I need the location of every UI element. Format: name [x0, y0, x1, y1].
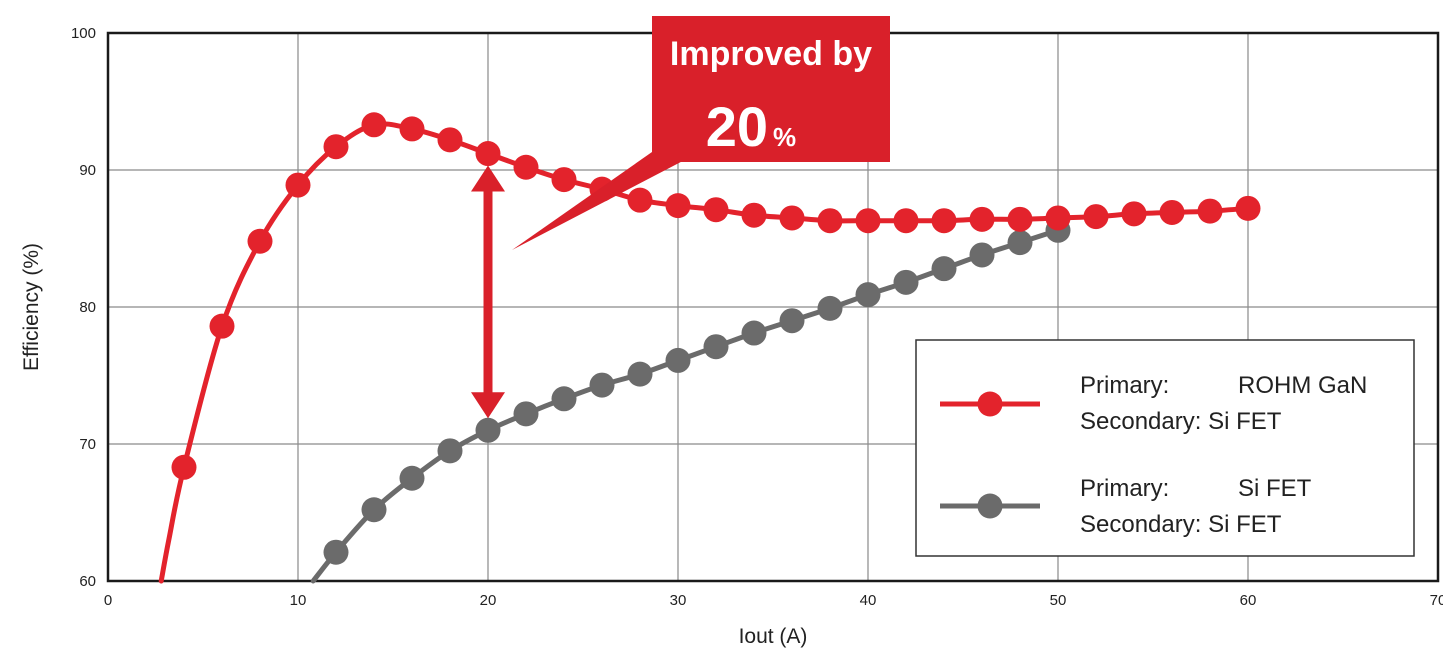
data-point: [779, 205, 805, 231]
y-tick-label: 80: [79, 299, 96, 316]
data-point: [741, 320, 767, 346]
legend-marker: [977, 493, 1003, 519]
data-point: [893, 269, 919, 295]
data-point: [437, 438, 463, 464]
x-tick-label: 10: [290, 592, 307, 609]
data-point: [171, 454, 197, 480]
data-point: [665, 347, 691, 373]
data-point: [399, 465, 425, 491]
legend-line1-value: Si FET: [1238, 475, 1312, 502]
data-point: [437, 127, 463, 153]
x-tick-label: 40: [860, 592, 877, 609]
data-point: [703, 197, 729, 223]
legend-marker: [977, 391, 1003, 417]
data-point: [475, 141, 501, 167]
data-point: [323, 539, 349, 565]
legend-entry-0: Primary: ROHM GaN Secondary: Si FET: [940, 372, 1367, 435]
data-point: [513, 154, 539, 180]
data-point: [361, 497, 387, 523]
data-point: [741, 202, 767, 228]
data-point: [817, 295, 843, 321]
y-tick-label: 90: [79, 162, 96, 179]
data-point: [1007, 230, 1033, 256]
x-tick-label: 70: [1430, 592, 1443, 609]
callout-pointer: [512, 152, 700, 250]
data-point: [551, 167, 577, 193]
x-tick-label: 20: [480, 592, 497, 609]
callout-value: 20: [706, 95, 768, 158]
data-point: [247, 228, 273, 254]
legend-line1-label: Primary:: [1080, 372, 1169, 399]
y-tick-label: 70: [79, 436, 96, 453]
data-point: [1121, 201, 1147, 227]
data-point: [817, 208, 843, 234]
y-tick-label: 100: [71, 25, 96, 42]
data-point: [1235, 195, 1261, 221]
data-point: [513, 401, 539, 427]
data-point: [931, 256, 957, 282]
data-point: [855, 208, 881, 234]
y-axis-label: Efficiency (%): [20, 243, 43, 371]
data-point: [285, 172, 311, 198]
data-point: [1197, 198, 1223, 224]
arrow-head-up: [471, 165, 505, 192]
x-tick-label: 0: [104, 592, 112, 609]
data-point: [703, 334, 729, 360]
x-tick-label: 50: [1050, 592, 1067, 609]
data-point: [893, 208, 919, 234]
legend-line2: Secondary: Si FET: [1080, 408, 1282, 435]
tick-labels: 0 10 20 30 40 50 60 70 60 70 80 90 100: [71, 25, 1443, 609]
data-point: [1007, 206, 1033, 232]
series-group: [158, 112, 1261, 584]
data-point: [589, 372, 615, 398]
callout-box: [652, 16, 890, 162]
data-point: [1045, 205, 1071, 231]
data-point: [855, 282, 881, 308]
series-1: [310, 217, 1071, 584]
callout-text: Improved by: [670, 35, 872, 73]
legend-line2: Secondary: Si FET: [1080, 511, 1282, 538]
data-point: [627, 187, 653, 213]
data-point: [209, 313, 235, 339]
data-point: [931, 208, 957, 234]
x-axis-label: Iout (A): [739, 625, 808, 648]
arrow-head-down: [471, 392, 505, 419]
data-point: [969, 206, 995, 232]
data-point: [323, 134, 349, 160]
data-point: [1083, 204, 1109, 230]
legend-line1-value: ROHM GaN: [1238, 372, 1367, 399]
data-point: [627, 361, 653, 387]
data-point: [779, 308, 805, 334]
data-point: [969, 242, 995, 268]
x-tick-label: 60: [1240, 592, 1257, 609]
data-point: [475, 417, 501, 443]
data-point: [1159, 199, 1185, 225]
improvement-annotation: Improved by 20%: [471, 16, 890, 419]
legend-line1-label: Primary:: [1080, 475, 1169, 502]
data-point: [399, 116, 425, 142]
legend-box: [915, 339, 1415, 557]
callout-unit: %: [773, 122, 796, 152]
y-tick-label: 60: [79, 573, 96, 590]
data-point: [551, 386, 577, 412]
x-tick-label: 30: [670, 592, 687, 609]
data-point: [361, 112, 387, 138]
legend-entry-1: Primary: Si FET Secondary: Si FET: [940, 475, 1312, 538]
data-point: [665, 193, 691, 219]
